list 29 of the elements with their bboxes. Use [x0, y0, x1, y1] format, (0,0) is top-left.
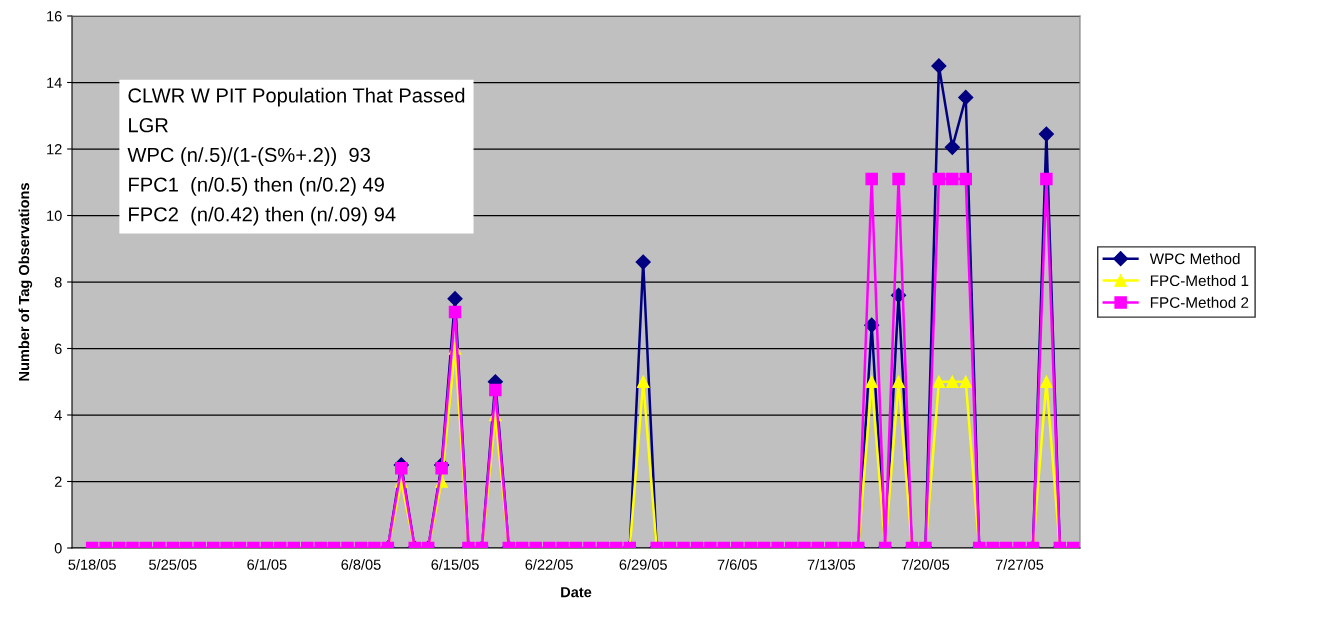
- x-tick-label: 6/22/05: [525, 559, 573, 570]
- legend-label: WPC Method: [1149, 253, 1240, 265]
- x-tick-label: 7/6/05: [717, 559, 757, 570]
- y-tick-label: 14: [47, 77, 62, 88]
- annotation: FPC1 (n/0.5) then (n/0.2) 49: [129, 176, 384, 196]
- y-tick-label: 10: [47, 210, 62, 221]
- y-tick-label: 6: [54, 343, 62, 354]
- x-axis-title: Date: [561, 587, 592, 598]
- legend-label: FPC-Method 1: [1150, 274, 1249, 287]
- y-tick-label: 16: [47, 11, 62, 22]
- annotation: CLWR W PIT Population That Passed LGR: [128, 87, 465, 133]
- y-tick-label: 8: [54, 277, 62, 288]
- legend-label: FPC-Method 2: [1150, 296, 1249, 308]
- y-tick-label: 12: [47, 144, 62, 155]
- x-tick-label: 7/20/05: [901, 559, 950, 570]
- x-tick-label: 5/18/05: [68, 559, 116, 570]
- x-tick-label: 6/1/05: [247, 559, 287, 570]
- y-axis-title: Number of Tag Observations: [18, 183, 33, 381]
- annotation: WPC (n/.5)/(1-(S%+.2)) 93: [127, 147, 370, 167]
- y-tick-label: 4: [54, 410, 62, 421]
- x-tick-label: 7/27/05: [995, 559, 1044, 570]
- x-tick-label: 6/8/05: [341, 559, 381, 570]
- annotation: FPC2 (n/0.42) then (n/.09) 94: [129, 206, 396, 226]
- x-tick-label: 6/15/05: [431, 559, 479, 570]
- x-tick-label: 5/25/05: [149, 559, 197, 570]
- y-tick-label: 2: [54, 476, 62, 487]
- x-tick-label: 6/29/05: [619, 559, 667, 570]
- x-tick-label: 7/13/05: [807, 559, 856, 570]
- y-tick-label: 0: [54, 543, 62, 554]
